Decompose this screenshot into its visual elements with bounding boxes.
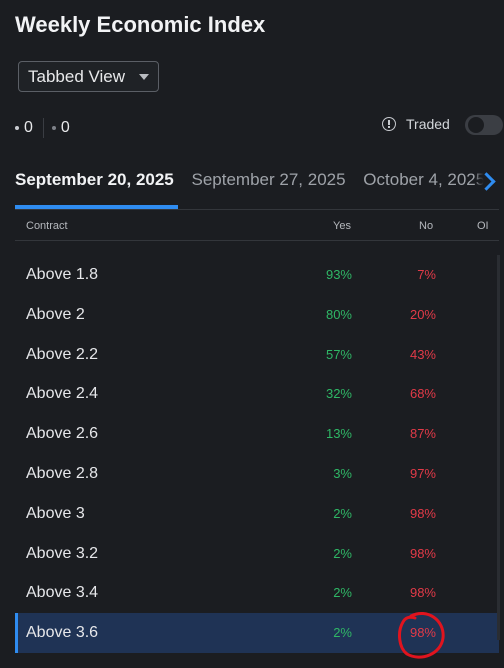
contract-name: Above 2.6: [26, 425, 99, 443]
table-row[interactable]: Above 2.2 57% 43%: [15, 335, 499, 375]
no-price[interactable]: 98%: [409, 545, 436, 561]
contract-name: Above 2.2: [26, 345, 99, 363]
traded-toggle[interactable]: [465, 115, 503, 135]
view-dropdown[interactable]: Tabbed View: [18, 61, 159, 92]
yes-price[interactable]: 80%: [325, 306, 352, 322]
yes-price[interactable]: 13%: [325, 426, 352, 442]
stats-summary: 0 0: [15, 118, 70, 138]
contract-name: Above 3.2: [26, 544, 99, 562]
contracts-table: Above 1.8 93% 7% Above 2 80% 20% Above 2…: [15, 255, 499, 653]
header-yes: Yes: [333, 220, 351, 232]
contract-name: Above 2.4: [26, 385, 99, 403]
table-row[interactable]: Above 2.8 3% 97%: [15, 454, 499, 494]
header-no: No: [419, 220, 434, 232]
table-row[interactable]: Above 3.4 2% 98%: [15, 573, 499, 613]
tab-september-27[interactable]: September 27, 2025: [191, 170, 346, 189]
toggle-knob: [468, 117, 484, 133]
contract-name: Above 3.6: [26, 624, 99, 642]
contract-name: Above 3.4: [26, 584, 99, 602]
no-price[interactable]: 20%: [409, 306, 436, 322]
table-row[interactable]: Above 2.6 13% 87%: [15, 414, 499, 454]
header-contract: Contract: [26, 220, 68, 232]
no-price[interactable]: 87%: [409, 426, 436, 442]
chevron-down-icon: [139, 74, 149, 80]
view-dropdown-value: Tabbed View: [28, 66, 126, 86]
active-tab-indicator: [15, 205, 178, 209]
yes-price[interactable]: 2%: [333, 505, 352, 521]
table-row[interactable]: Above 2.4 32% 68%: [15, 374, 499, 414]
contract-name: Above 3: [26, 504, 85, 522]
dot-icon: [15, 126, 19, 130]
stats-divider: [42, 118, 44, 138]
yes-price[interactable]: 2%: [333, 625, 352, 641]
yes-price[interactable]: 2%: [333, 585, 352, 601]
tab-september-20[interactable]: September 20, 2025: [15, 170, 174, 189]
no-price[interactable]: 97%: [409, 465, 436, 481]
no-price[interactable]: 68%: [409, 386, 436, 402]
yes-price[interactable]: 57%: [325, 346, 352, 362]
no-price[interactable]: 98%: [409, 625, 436, 641]
yes-price[interactable]: 93%: [325, 267, 352, 282]
stat-first: 0: [24, 119, 33, 136]
table-row[interactable]: Above 1.8 93% 7%: [15, 255, 499, 295]
contract-name: Above 2.8: [26, 464, 99, 482]
yes-price[interactable]: 3%: [333, 465, 352, 481]
yes-price[interactable]: 32%: [325, 386, 352, 402]
tabs-divider: [15, 209, 499, 210]
dot-icon: [51, 126, 56, 130]
tab-october-4[interactable]: October 4, 2025: [363, 170, 486, 189]
header-oi: OI: [477, 220, 489, 232]
no-price[interactable]: 43%: [409, 346, 436, 362]
contract-name: Above 1.8: [26, 266, 99, 283]
table-header: Contract Yes No OI: [15, 212, 499, 240]
traded-label: Traded: [406, 116, 450, 132]
stat-second: 0: [60, 119, 70, 136]
no-price[interactable]: 98%: [409, 505, 436, 521]
page-title: Weekly Economic Index: [15, 12, 266, 37]
date-tabs: September 20, 2025 September 27, 2025 Oc…: [15, 170, 499, 210]
contract-name: Above 2: [26, 305, 85, 323]
info-icon[interactable]: [382, 117, 396, 131]
no-price[interactable]: 7%: [417, 267, 436, 282]
traded-filter: Traded: [382, 116, 450, 132]
no-price[interactable]: 98%: [409, 585, 436, 601]
header-divider: [15, 240, 499, 241]
table-row-selected[interactable]: Above 3.6 2% 98%: [15, 613, 499, 653]
chevron-right-icon[interactable]: [474, 170, 498, 194]
table-row[interactable]: Above 3.2 2% 98%: [15, 534, 499, 574]
table-row[interactable]: Above 3 2% 98%: [15, 494, 499, 534]
yes-price[interactable]: 2%: [333, 545, 352, 561]
scrollbar[interactable]: [497, 255, 500, 640]
table-row[interactable]: Above 2 80% 20%: [15, 295, 499, 335]
